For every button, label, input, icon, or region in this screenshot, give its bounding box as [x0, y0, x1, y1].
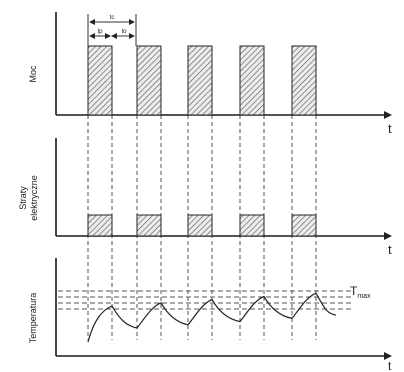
losses-pulses	[87, 214, 317, 237]
temperature-t-label: t	[388, 359, 392, 372]
tmax-label: Tmax	[350, 284, 371, 300]
power-pulse	[136, 45, 162, 116]
temperature-panel: t Temperatura Tmax	[28, 258, 392, 372]
period-label: tc	[110, 15, 115, 21]
loss-pulse	[187, 214, 213, 237]
on-time-label: tp	[97, 29, 103, 35]
power-pulse	[291, 45, 317, 116]
loss-pulse	[87, 214, 113, 237]
losses-x-arrow	[384, 232, 392, 240]
power-pulse	[87, 45, 113, 116]
power-pulse	[239, 45, 265, 116]
power-panel: t Moc tc tp to	[28, 12, 392, 136]
off-time-label: to	[121, 29, 127, 35]
power-pulses	[87, 45, 317, 116]
temperature-ylabel: Temperatura	[28, 293, 38, 344]
power-t-label: t	[388, 121, 392, 136]
temperature-x-arrow	[384, 352, 392, 360]
temperature-curve	[87, 292, 337, 343]
losses-panel: t Straty elektryczne	[18, 138, 392, 257]
power-ylabel: Moc	[28, 65, 38, 83]
power-pulse	[187, 45, 213, 116]
losses-ylabel-line1: Straty	[18, 186, 28, 210]
losses-ylabel-line2: elektryczne	[29, 175, 39, 221]
losses-t-label: t	[388, 242, 392, 257]
power-x-arrow	[384, 111, 392, 119]
loss-pulse	[136, 214, 162, 237]
period-annotation: tc tp to	[87, 14, 137, 46]
loss-pulse	[239, 214, 265, 237]
loss-pulse	[291, 214, 317, 237]
